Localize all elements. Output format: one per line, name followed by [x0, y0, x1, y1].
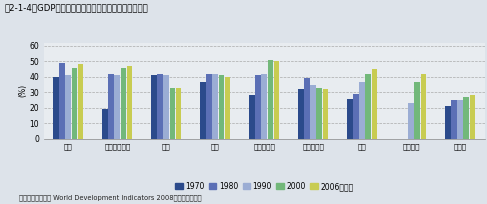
- Text: 資料：世界銀行、 World Development Indicators 2008より環境省作成: 資料：世界銀行、 World Development Indicators 20…: [19, 194, 202, 201]
- Bar: [359, 82, 365, 139]
- Bar: [206, 74, 212, 139]
- Bar: [225, 77, 230, 139]
- Bar: [408, 103, 414, 139]
- Bar: [262, 74, 267, 139]
- Bar: [72, 68, 77, 139]
- Bar: [59, 63, 65, 139]
- Legend: 1970, 1980, 1990, 2000, 2006（年）: 1970, 1980, 1990, 2000, 2006（年）: [172, 179, 356, 194]
- Bar: [102, 109, 108, 139]
- Bar: [310, 85, 316, 139]
- Bar: [212, 74, 218, 139]
- Bar: [78, 64, 83, 139]
- Bar: [53, 77, 59, 139]
- Bar: [151, 75, 157, 139]
- Bar: [317, 88, 322, 139]
- Bar: [421, 74, 426, 139]
- Bar: [347, 99, 353, 139]
- Bar: [451, 100, 457, 139]
- Bar: [200, 82, 206, 139]
- Bar: [157, 74, 163, 139]
- Bar: [372, 69, 377, 139]
- Bar: [121, 68, 126, 139]
- Bar: [255, 75, 261, 139]
- Bar: [274, 61, 279, 139]
- Bar: [249, 95, 255, 139]
- Bar: [164, 75, 169, 139]
- Bar: [304, 78, 310, 139]
- Bar: [298, 89, 304, 139]
- Bar: [322, 89, 328, 139]
- Bar: [108, 74, 114, 139]
- Bar: [457, 100, 463, 139]
- Text: 図2-1-4　GDPに占める製造業付加価値額の割合の推移: 図2-1-4 GDPに占める製造業付加価値額の割合の推移: [5, 3, 149, 12]
- Bar: [169, 88, 175, 139]
- Bar: [353, 94, 359, 139]
- Bar: [267, 60, 273, 139]
- Bar: [469, 95, 475, 139]
- Bar: [127, 66, 132, 139]
- Y-axis label: (%): (%): [19, 84, 28, 97]
- Bar: [176, 88, 181, 139]
- Bar: [65, 75, 71, 139]
- Bar: [114, 75, 120, 139]
- Bar: [365, 74, 371, 139]
- Bar: [445, 106, 450, 139]
- Bar: [414, 82, 420, 139]
- Bar: [219, 75, 224, 139]
- Bar: [464, 97, 469, 139]
